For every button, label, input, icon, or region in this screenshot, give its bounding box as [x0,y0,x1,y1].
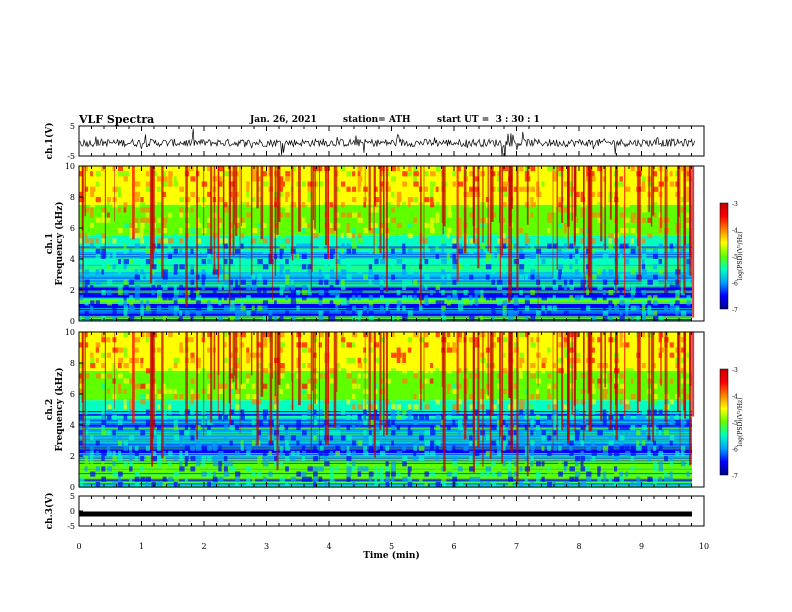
ch1-waveform-trace [78,128,695,157]
ch2-colorbar-tick-label: -3 [732,367,738,374]
x-tick-label: 9 [639,542,644,551]
ch2-spectrogram-ytick-label: 8 [70,359,75,368]
ch2-spectrogram-ytick-label: 10 [65,328,75,337]
spectrogram-ch1 [78,165,705,322]
ch1-colorbar-label: log(PSD)(V²/Hz) [737,232,744,281]
ch2-colorbar-tick-label: -5 [732,420,738,427]
figure-title: VLF Spectra [79,113,155,126]
ch1-waveform-ytick-label: 5 [70,122,75,131]
x-axis-label: Time (min) [363,550,420,561]
ch3-waveform-ylabel: ch.3(V) [44,493,55,530]
ch1-spectrogram-ytick-label: 2 [70,286,75,295]
ch3-waveform-ytick-label: -5 [67,522,75,531]
ch3-waveform-trace [79,511,692,517]
x-tick-label: 3 [264,542,269,551]
start-time-label: start UT = 3 : 30 : 1 [437,115,540,125]
ch2-colorbar-tick-label: -6 [732,447,738,454]
ch1-colorbar-tick-label: -6 [732,281,738,288]
ch1-spectrogram-ylabel: Frequency (kHz) [54,201,65,285]
x-tick-label: 2 [201,542,206,551]
date-label: Jan. 26, 2021 [250,115,317,125]
ch2-spectrogram-ytick-label: 2 [70,452,75,461]
ch1-colorbar-tick-label: -4 [732,228,738,235]
ch1-colorbar-tick-label: -5 [732,254,738,261]
ch2-colorbar [719,368,729,476]
x-tick-label: 5 [389,542,394,551]
ch2-spectrogram-ytick-label: 4 [70,421,75,430]
ch1-colorbar-tick-label: -7 [732,307,738,314]
ch2-spectrogram-ytick-label: 6 [70,390,75,399]
ch1-colorbar [719,202,729,310]
ch2-colorbar-tick-label: -7 [732,473,738,480]
x-tick-label: 10 [699,542,709,551]
ch2-colorbar-label: log(PSD)(V²/Hz) [737,398,744,447]
ch2-colorbar-tick-label: -4 [732,394,738,401]
ch3-waveform-ytick-label: 0 [70,507,75,516]
ch2-spectrogram-ylabel: Frequency (kHz) [54,367,65,451]
ch1-spectrogram-ylabel: ch.1 [45,233,55,254]
spectrogram-ch2 [78,331,705,488]
ch2-spectrogram-ylabel: ch.2 [45,399,55,420]
ch1-spectrogram-ytick-label: 10 [65,162,75,171]
ch1-spectrogram-ytick-label: 0 [70,317,75,326]
ch1-spectrogram-ytick-label: 6 [70,224,75,233]
ch3-waveform-ytick-label: 5 [70,492,75,501]
x-tick-label: 4 [326,542,331,551]
ch1-colorbar-tick-label: -3 [732,201,738,208]
station-label: station= ATH [343,115,411,125]
x-tick-label: 0 [76,542,81,551]
ch1-waveform-ylabel: ch.1(V) [44,123,55,160]
ch1-spectrogram-ytick-label: 4 [70,255,75,264]
x-tick-label: 1 [139,542,144,551]
x-tick-label: 7 [514,542,519,551]
ch1-spectrogram-ytick-label: 8 [70,193,75,202]
ch1-waveform-ytick-label: -5 [67,152,75,161]
x-tick-label: 6 [451,542,456,551]
ch2-spectrogram-ytick-label: 0 [70,483,75,492]
x-tick-label: 8 [576,542,581,551]
